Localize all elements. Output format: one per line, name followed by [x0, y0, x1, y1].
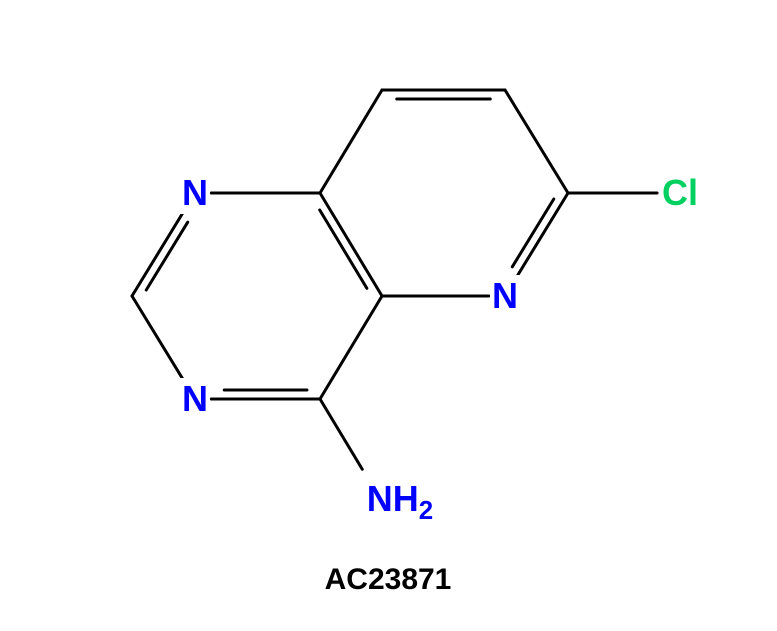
atom-N5: N	[490, 275, 520, 317]
molecule-container: N N N Cl NH2 AC23871	[0, 0, 777, 631]
atom-NH2: NH2	[365, 478, 435, 526]
molecule-svg	[0, 0, 777, 631]
compound-id-label: AC23871	[325, 563, 452, 597]
atom-N3: N	[180, 378, 210, 420]
atom-Cl: Cl	[660, 172, 700, 214]
atom-N1: N	[180, 172, 210, 214]
